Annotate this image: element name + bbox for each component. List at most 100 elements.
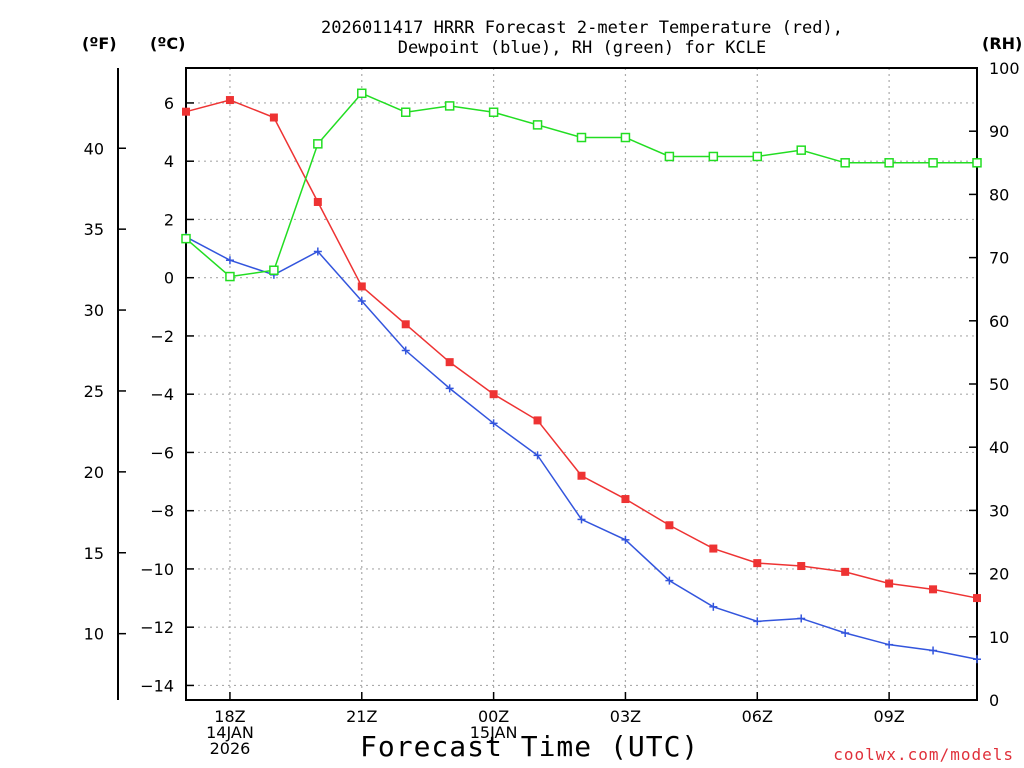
temperature-point [753,559,762,568]
rh-point [620,132,631,143]
temperature-point [621,495,630,504]
dewpoint-point [533,451,542,460]
dewpoint-point [709,602,718,611]
x-tick-label: 14JAN [206,723,254,742]
chart-title-line-1: 2026011417 HRRR Forecast 2-meter Tempera… [321,18,843,38]
x-tick-label: 2026 [210,739,251,758]
x-tick-label: 21Z [346,707,377,726]
temperature-point [489,390,498,399]
rh-tick-label: 90 [989,122,1009,141]
temperature-point [973,594,981,603]
c-tick-label: −8 [150,502,174,521]
dewpoint-point [577,515,586,524]
rh-point [884,158,894,168]
rh-point [796,145,806,155]
rh-point [576,132,587,143]
dewpoint-point [665,576,674,585]
dewpoint-point [401,346,410,355]
rh-point [840,158,850,168]
temperature-point [841,567,850,576]
dewpoint-line [185,236,978,660]
temperature-point [885,579,894,588]
dewpoint-point [841,629,850,638]
chart-title-line-2: Dewpoint (blue), RH (green) for KCLE [397,38,767,58]
unit-fahrenheit-label: (ºF) [82,34,117,53]
dewpoint-point [621,535,630,544]
rh-point [357,88,367,99]
c-tick-label: −10 [140,560,174,579]
rh-point [444,101,455,111]
rh-tick-label: 60 [989,312,1009,331]
dewpoint-point [225,256,234,265]
rh-tick-label: 20 [989,565,1009,584]
rh-point [181,233,191,244]
unit-rh-label: (RH) [982,34,1023,53]
rh-tick-label: 100 [989,59,1020,78]
rh-point [664,151,675,162]
rh-point [269,265,279,275]
temperature-point [709,544,718,553]
dewpoint-point [929,646,938,655]
x-tick-label: 18Z [214,707,245,726]
c-tick-label: 6 [164,94,174,113]
c-tick-label: −4 [150,385,174,404]
rh-point [972,158,982,168]
rh-line [185,92,977,278]
f-tick-label: 40 [84,139,104,158]
x-tick-label: 00Z [478,707,509,726]
c-tick-label: 4 [164,152,174,171]
x-axis-label: Forecast Time (UTC) [360,730,700,763]
rh-point [225,271,235,282]
rh-point [313,139,323,149]
temperature-point [313,197,322,206]
dewpoint-point [797,614,806,623]
c-tick-label: 0 [164,269,174,288]
x-tick-label: 15JAN [470,723,518,742]
rh-point [532,120,543,130]
temperature-point [401,320,410,329]
dewpoint-point [489,419,498,428]
temperature-point [577,471,586,480]
temperature-point [445,358,454,367]
temperature-point [225,96,234,105]
rh-tick-label: 80 [989,185,1009,204]
temperature-point [797,562,806,571]
temperature-point [533,416,542,425]
temperature-point [665,521,674,530]
rh-tick-label: 40 [989,438,1009,457]
x-tick-label: 09Z [873,707,904,726]
dewpoint-point [313,247,322,256]
temperature-point [929,585,938,594]
temperature-point [269,113,278,122]
rh-tick-label: 50 [989,375,1009,394]
f-tick-label: 35 [84,220,104,239]
rh-point [708,151,719,162]
rh-tick-label: 10 [989,628,1009,647]
rh-point [752,151,763,162]
rh-point [488,107,499,117]
f-tick-label: 30 [84,301,104,320]
c-tick-label: 2 [164,210,174,229]
c-tick-label: −2 [150,327,174,346]
credit-label: coolwx.com/models [833,745,1014,764]
c-tick-label: −6 [150,443,174,462]
c-tick-label: −14 [140,676,174,695]
rh-point [928,158,938,168]
f-tick-label: 15 [84,544,104,563]
dewpoint-point [445,384,454,393]
x-tick-label: 06Z [742,707,773,726]
rh-point [400,107,411,117]
temperature-point [357,282,366,291]
dewpoint-point [753,617,762,626]
f-tick-label: 10 [84,625,104,644]
rh-tick-label: 0 [989,691,999,710]
temperature-point [182,107,190,116]
unit-celsius-label: (ºC) [150,34,186,53]
rh-tick-label: 70 [989,249,1009,268]
f-tick-label: 20 [84,463,104,482]
dewpoint-point [973,655,981,664]
rh-tick-label: 30 [989,501,1009,520]
c-tick-label: −12 [140,618,174,637]
